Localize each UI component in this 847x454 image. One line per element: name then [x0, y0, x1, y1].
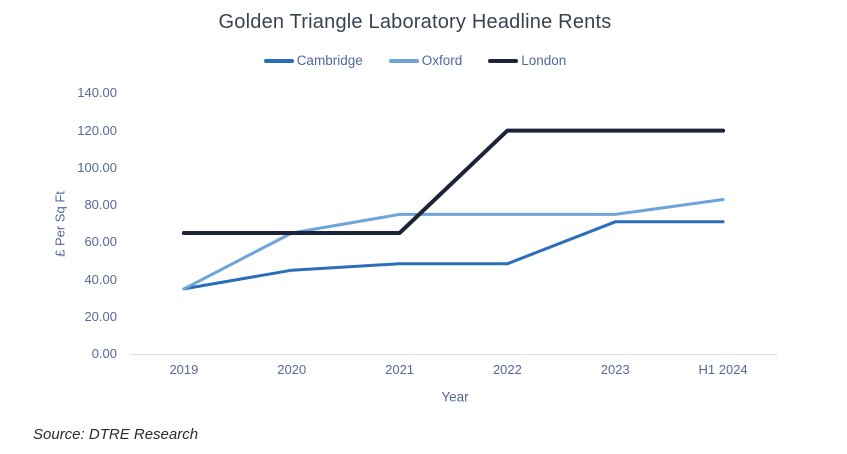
chart-title: Golden Triangle Laboratory Headline Rent… [218, 11, 612, 33]
y-tick-label: 40.00 [84, 271, 117, 287]
x-tick-label: 2023 [600, 362, 630, 377]
y-tick-label: 100.00 [77, 159, 117, 175]
source-note: Source: DTRE Research [33, 426, 199, 443]
x-tick-label: 2022 [492, 362, 522, 377]
x-tick-label: 2021 [385, 362, 415, 377]
legend-swatch-cambridge-line [263, 58, 294, 63]
legend-item-london: London [488, 53, 566, 68]
legend-label-london: London [521, 53, 567, 68]
y-tick-label: 0.00 [91, 346, 117, 361]
legend-label-cambridge: Cambridge [296, 53, 363, 68]
legend-item-cambridge: Cambridge [263, 53, 363, 68]
y-tick-label: 120.00 [77, 122, 117, 138]
legend: Cambridge Oxford London [0, 53, 830, 68]
legend-swatch-oxford-line [388, 58, 419, 63]
y-tick-label: 60.00 [84, 234, 117, 250]
series-line-cambridge [182, 220, 725, 291]
series-line-oxford [182, 198, 725, 291]
legend-swatch-london-line [488, 58, 519, 63]
x-tick-label: 2020 [277, 362, 307, 377]
series-line-london [181, 128, 726, 235]
y-tick-label: 140.00 [77, 85, 117, 101]
legend-label-oxford: Oxford [421, 53, 463, 68]
x-tick-label: H1 2024 [698, 362, 748, 377]
y-tick-label: 20.00 [84, 308, 117, 324]
x-axis-title: Year [441, 389, 469, 405]
legend-item-oxford: Oxford [388, 53, 463, 68]
y-tick-label: 80.00 [84, 197, 117, 213]
x-tick-label: 2019 [169, 362, 199, 377]
